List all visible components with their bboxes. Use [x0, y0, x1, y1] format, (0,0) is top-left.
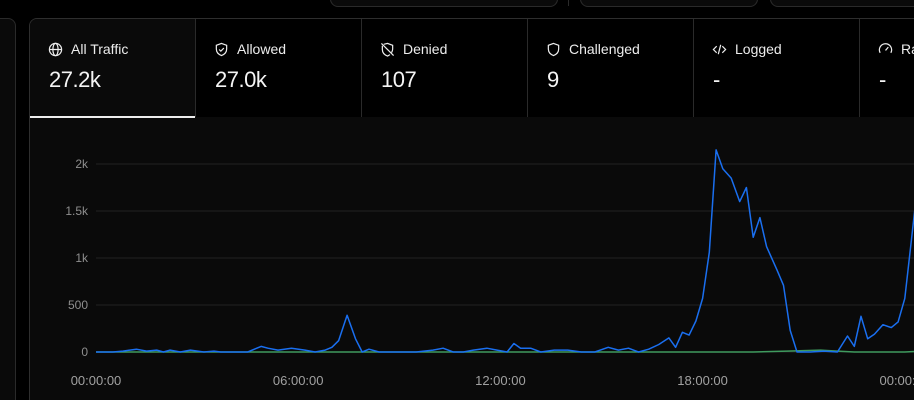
- toolbar-control-3[interactable]: [770, 0, 914, 7]
- x-tick-label: 00:00:00: [71, 373, 122, 388]
- gauge-icon: [878, 42, 893, 53]
- x-tick-label: 18:00:00: [677, 373, 728, 388]
- traffic-tabs: All Traffic 27.2k Allowed 27.0k Denied 1…: [30, 19, 914, 118]
- shield-check-icon: [215, 42, 228, 56]
- shield-off-icon: [380, 42, 395, 57]
- toolbar-divider: [568, 0, 569, 6]
- tab-value: -: [713, 67, 720, 92]
- tab-label: Challenged: [569, 41, 640, 57]
- tab-label: Allowed: [237, 41, 287, 57]
- y-tick-label: 1k: [75, 251, 89, 265]
- tab-value: -: [879, 67, 886, 92]
- tab-label: Rate Limited: [901, 41, 914, 57]
- y-tick-label: 2k: [75, 157, 89, 171]
- shield-icon: [547, 42, 560, 56]
- tab-denied[interactable]: Denied 107: [362, 19, 528, 117]
- tab-value: 27.0k: [215, 67, 267, 92]
- traffic-line-chart: 0 500 1k 1.5k 2k 00:00:00 06:00:00 12:00:00 18:0…: [65, 149, 914, 388]
- tab-logged[interactable]: Logged -: [694, 19, 860, 117]
- x-tick-label: 12:00:00: [475, 373, 526, 388]
- tab-challenged[interactable]: Challenged 9: [528, 19, 694, 117]
- tab-all-traffic[interactable]: All Traffic 27.2k: [30, 19, 196, 118]
- x-tick-label: 00:00:00: [879, 373, 914, 388]
- x-tick-label: 06:00:00: [273, 373, 324, 388]
- tab-value: 9: [547, 67, 559, 92]
- toolbar-control-2[interactable]: [580, 0, 758, 7]
- y-tick-label: 1.5k: [65, 204, 89, 218]
- code-icon: [712, 44, 727, 54]
- tab-value: 107: [381, 67, 417, 92]
- tab-value: 27.2k: [49, 67, 101, 92]
- tab-allowed[interactable]: Allowed 27.0k: [196, 19, 362, 117]
- tab-label: Denied: [403, 41, 448, 57]
- tab-rate-limited[interactable]: Rate Limited -: [860, 19, 914, 117]
- tab-label: All Traffic: [71, 41, 129, 57]
- y-tick-label: 0: [81, 345, 88, 359]
- side-panel: [0, 18, 16, 400]
- toolbar-control-1[interactable]: [330, 0, 558, 7]
- y-tick-label: 500: [68, 298, 88, 312]
- tab-label: Logged: [735, 41, 782, 57]
- traffic-card: All Traffic 27.2k Allowed 27.0k Denied 1…: [29, 18, 914, 400]
- series-line-primary[interactable]: [96, 149, 914, 353]
- globe-icon: [48, 42, 63, 56]
